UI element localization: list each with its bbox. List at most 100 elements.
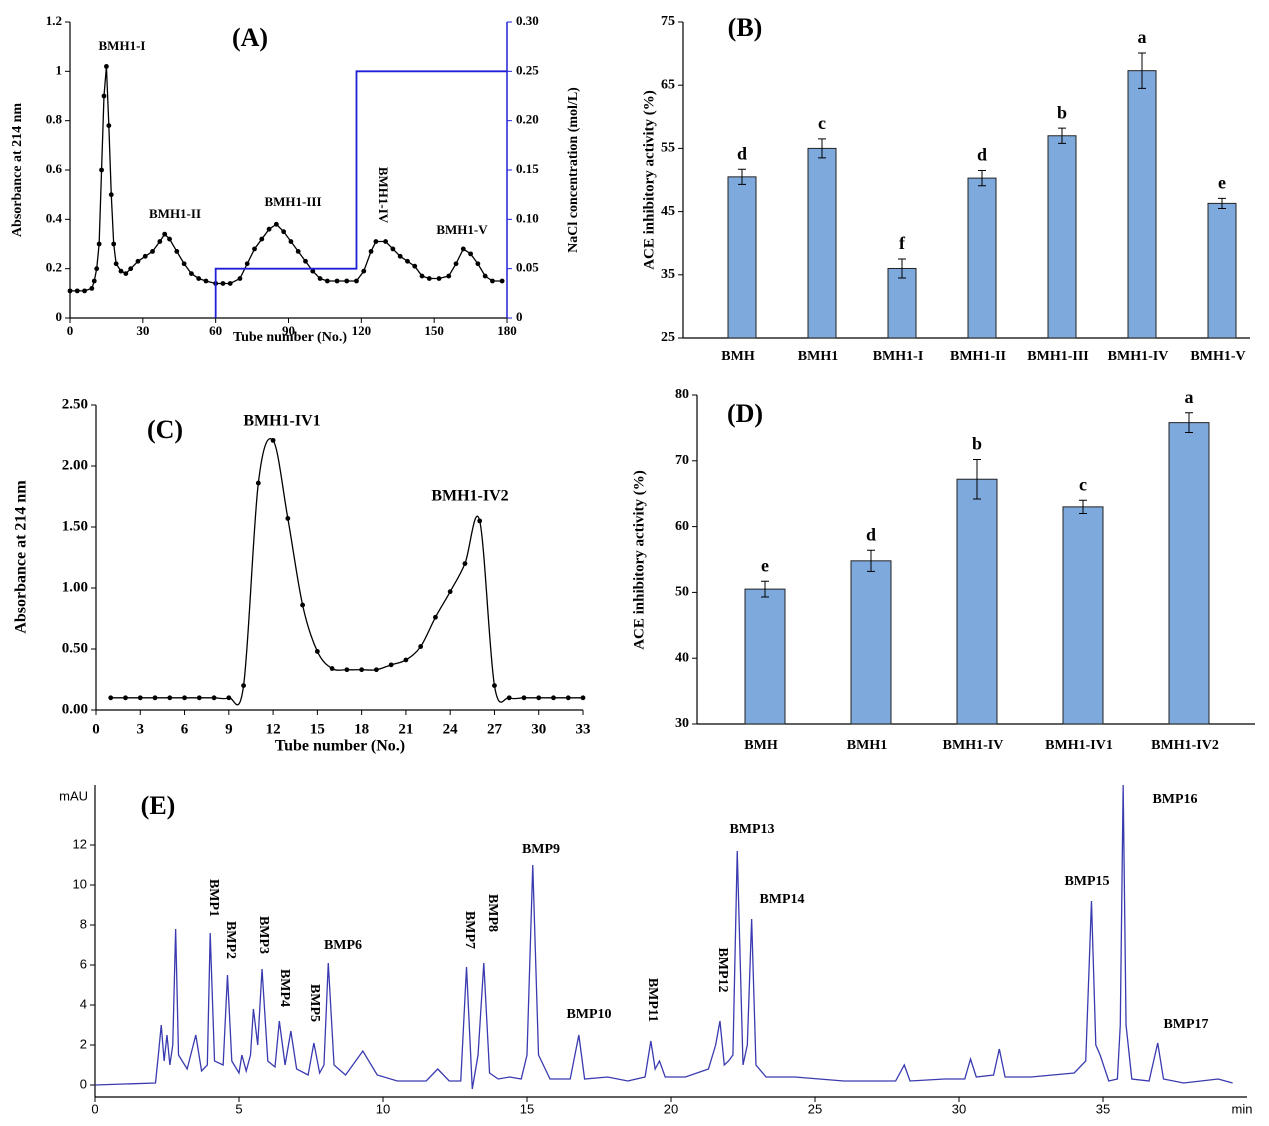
bar <box>1168 422 1210 725</box>
y-tick-label: 4 <box>80 996 87 1011</box>
data-point <box>94 266 100 272</box>
data-point <box>475 261 481 267</box>
data-point <box>259 236 265 242</box>
data-point <box>368 249 374 254</box>
y-tick-label: 1.2 <box>46 13 62 28</box>
y-tick-label: 2.50 <box>62 396 88 412</box>
bar <box>1062 506 1104 725</box>
y-tick-label: 0 <box>80 1076 87 1091</box>
error-bar <box>818 138 826 159</box>
data-point <box>237 276 243 281</box>
x-tick-label: 3 <box>137 721 145 737</box>
bar <box>1207 202 1237 339</box>
y-axis-label: ACE inhibitory activity (%) <box>641 90 657 270</box>
data-point <box>96 241 102 247</box>
data-point <box>142 253 148 259</box>
data-point <box>303 258 308 264</box>
data-point <box>405 258 410 264</box>
data-point <box>551 695 556 701</box>
x-tick-label: 27 <box>487 721 503 737</box>
data-point <box>412 263 418 269</box>
peak-label: BMH1-V <box>436 222 488 237</box>
y-tick-label: 2 <box>80 1036 87 1051</box>
data-point <box>317 276 323 281</box>
peak-label: BMP7 <box>462 911 477 949</box>
y-tick-label: 65 <box>661 77 675 92</box>
data-point <box>565 695 571 701</box>
x-tick-label: 5 <box>235 1101 242 1116</box>
data-point <box>334 278 340 284</box>
peak-label: BMP1 <box>206 879 221 917</box>
x-axis-label: Tube number (No.) <box>233 330 347 345</box>
y-tick-label: 80 <box>675 387 689 402</box>
x-tick-label: BMH1-IV1 <box>1045 738 1113 753</box>
y-tick-label: 0.50 <box>62 640 88 656</box>
peak-label: BMP16 <box>1152 792 1197 807</box>
significance-letter: c <box>818 113 826 133</box>
data-point <box>106 123 112 128</box>
data-point <box>113 261 119 267</box>
error-bar <box>761 580 769 598</box>
data-point <box>91 278 97 284</box>
x-tick-label: BMH1-IV <box>943 738 1004 753</box>
error-bar <box>1079 499 1087 514</box>
y-tick-label: 1.00 <box>62 579 88 595</box>
data-point <box>181 261 187 267</box>
data-point <box>492 683 497 688</box>
data-point <box>536 695 542 701</box>
peak-label: BMH1-III <box>264 194 321 209</box>
data-point <box>426 276 432 281</box>
x-tick-label: 12 <box>266 721 281 737</box>
peak-label: BMP3 <box>256 916 271 954</box>
data-point <box>310 268 316 274</box>
significance-letter: e <box>1218 172 1226 192</box>
data-point <box>344 278 350 284</box>
data-point <box>104 64 109 69</box>
x-tick-label: 0 <box>92 721 100 737</box>
data-point <box>150 249 155 254</box>
data-point <box>108 695 114 701</box>
error-bar <box>738 168 746 185</box>
x-tick-label: 35 <box>1096 1101 1110 1116</box>
x-tick-label: BMH1-III <box>1027 349 1088 364</box>
data-point <box>252 246 257 252</box>
y-tick-label: 0.8 <box>46 112 63 127</box>
data-point <box>359 667 365 673</box>
y2-axis-label: NaCl concentration (mol/L) <box>566 87 581 253</box>
data-point <box>196 276 202 281</box>
error-bar <box>1058 127 1066 144</box>
y-tick-label: 1.50 <box>62 518 88 534</box>
bar <box>1127 70 1157 339</box>
data-point <box>152 695 158 701</box>
y-tick-label: 60 <box>675 519 689 534</box>
x-tick-label: BMH1 <box>798 349 838 364</box>
data-point <box>288 239 294 244</box>
peak-label: BMP9 <box>522 842 560 857</box>
data-point <box>167 695 173 701</box>
peak-label: BMH1-II <box>149 206 201 221</box>
y2-tick-label: 0.05 <box>516 260 539 275</box>
data-point <box>344 667 350 673</box>
y-tick-label: 50 <box>675 585 689 600</box>
significance-letter: d <box>866 524 876 544</box>
data-point <box>266 226 272 232</box>
peak-label: BMP12 <box>715 947 730 992</box>
data-point <box>285 516 291 521</box>
panel-title: (E) <box>141 791 176 820</box>
y-tick-label: 2.00 <box>62 457 88 473</box>
peak-label: BMH1-IV2 <box>431 488 508 505</box>
y-tick-label: 75 <box>661 14 675 29</box>
data-point <box>67 288 73 294</box>
x-tick-label: 120 <box>352 323 372 338</box>
significance-letter: e <box>761 555 769 575</box>
y2-tick-label: 0.10 <box>516 210 539 225</box>
error-bar <box>1218 197 1226 209</box>
error-bar <box>1138 52 1146 89</box>
data-point <box>128 266 134 272</box>
x-tick-label: 150 <box>424 323 444 338</box>
x-tick-label: 60 <box>209 323 222 338</box>
y-axis-label: mAU <box>59 788 88 803</box>
y-tick-label: 0 <box>56 309 63 324</box>
